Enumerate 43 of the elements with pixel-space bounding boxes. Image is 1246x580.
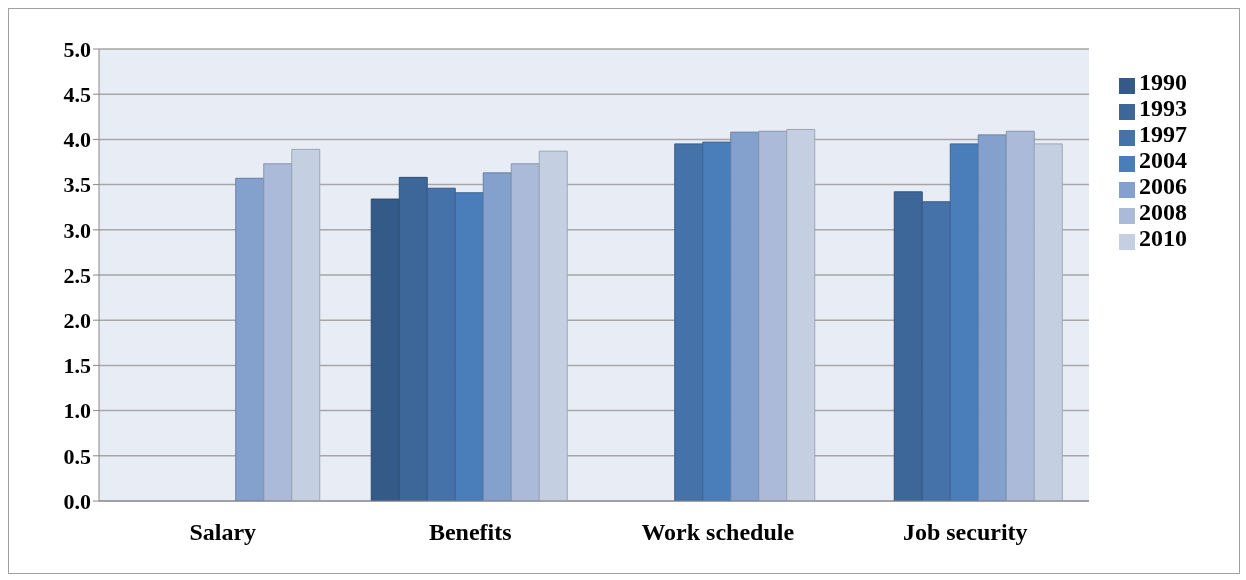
y-tick-label: 0.5 — [63, 443, 91, 469]
y-tick-label: 3.5 — [63, 172, 91, 198]
y-tick-label: 5.0 — [63, 36, 91, 62]
bar — [730, 131, 760, 501]
legend-label: 1993 — [1139, 95, 1187, 121]
bar — [674, 143, 704, 501]
legend-label: 2006 — [1139, 173, 1187, 199]
bar — [977, 134, 1007, 501]
legend-label: 2008 — [1139, 199, 1187, 225]
bar — [454, 192, 484, 501]
bar — [482, 172, 512, 501]
bar — [893, 191, 923, 501]
bar — [949, 143, 979, 501]
bar — [702, 141, 732, 501]
legend-label: 1990 — [1139, 69, 1187, 95]
y-tick-label: 1.5 — [63, 353, 91, 379]
x-tick-label: Job security — [902, 519, 1028, 546]
y-tick-label: 3.0 — [63, 217, 91, 243]
bar — [370, 198, 400, 501]
bar — [510, 163, 540, 501]
bar — [426, 187, 456, 501]
legend-label: 1997 — [1139, 121, 1187, 147]
bar — [1005, 130, 1035, 501]
y-tick-label: 0.0 — [63, 488, 91, 514]
x-tick-label: Work schedule — [641, 519, 795, 546]
bar — [1033, 143, 1063, 501]
bar — [235, 177, 265, 501]
bar — [291, 148, 321, 501]
y-tick-label: 1.0 — [63, 398, 91, 424]
legend-label: 2010 — [1139, 225, 1187, 251]
bar — [921, 201, 951, 501]
bar — [786, 128, 816, 501]
y-tick-label: 4.0 — [63, 127, 91, 153]
bar — [538, 150, 568, 501]
y-tick-label: 2.0 — [63, 308, 91, 334]
bar — [758, 130, 788, 501]
y-tick-label: 4.5 — [63, 82, 91, 108]
legend-label: 2004 — [1139, 147, 1187, 173]
x-tick-label: Salary — [189, 519, 257, 546]
x-tick-label: Benefits — [428, 519, 512, 546]
bar — [263, 163, 293, 501]
y-tick-label: 2.5 — [63, 262, 91, 288]
bar — [398, 176, 428, 501]
